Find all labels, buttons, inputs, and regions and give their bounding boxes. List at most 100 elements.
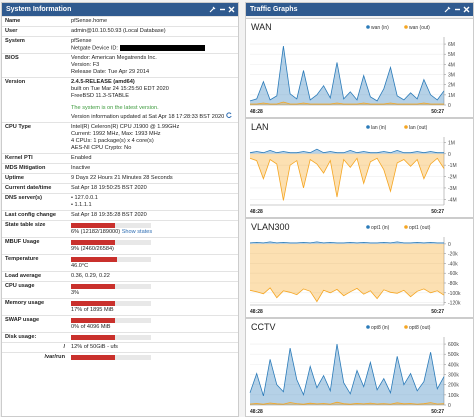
row-value: 0.36, 0.29, 0.22 <box>68 271 238 282</box>
row-value: Version: F3 <box>71 62 100 69</box>
row-value: AES-NI CPU Crypto: No <box>71 145 132 152</box>
info-table: Name pfSense.home User admin@10.10.50.93 (… <box>2 16 238 363</box>
y-tick-label: 600k <box>448 342 459 348</box>
x-tick-label: 50:27 <box>431 309 444 315</box>
row-label: MDS Mitigation <box>2 163 68 174</box>
traffic-graph: CCTV opt8 (in) opt8 (out) 0 100k 200k 300k 400k… <box>249 322 459 415</box>
y-tick-label: 500k <box>448 352 459 358</box>
row-label: CPU Type <box>2 122 68 154</box>
legend-label: wan (in) <box>371 25 389 31</box>
y-tick-label: -60k <box>448 271 458 277</box>
progress-bar <box>71 318 151 324</box>
legend-label: opt8 (out) <box>409 325 431 331</box>
legend-dot <box>366 125 370 129</box>
row-label: Version <box>2 77 68 123</box>
row-value: pfSense <box>71 38 92 44</box>
y-tick-label: 0 <box>448 403 451 409</box>
row-value: Enabled <box>68 153 238 164</box>
legend-dot <box>404 25 408 29</box>
row-value: 12% of 50GiB - ufs <box>68 342 238 353</box>
y-tick-label: 0 <box>448 103 451 109</box>
show-states-link[interactable]: Show states <box>121 229 153 236</box>
legend-dot <box>366 225 370 229</box>
refresh-icon[interactable] <box>226 112 232 119</box>
y-tick-label: 1M <box>448 93 455 99</box>
row-label: Last config change <box>2 210 68 221</box>
legend-label: opt1 (in) <box>371 225 390 231</box>
panel-controls[interactable] <box>209 6 235 13</box>
y-tick-label: -4M <box>448 197 457 203</box>
series-line <box>249 148 444 154</box>
traffic-graph: LAN lan (in) lan (out) 1M 0 -1M -2M -3M -4M 48:28… <box>249 122 457 215</box>
row-label: Load average <box>2 271 68 282</box>
row-value: Intel(R) Celeron(R) CPU J1900 @ 1.99GHz <box>71 124 180 131</box>
series-line <box>249 401 445 405</box>
y-tick-label: -2M <box>448 175 457 181</box>
graph-title: VLAN300 <box>251 222 290 232</box>
graph-title: WAN <box>251 22 272 32</box>
x-tick-label: 48:28 <box>250 309 263 315</box>
panel-title: System Information <box>6 6 72 13</box>
row-label: Kernel PTI <box>2 153 68 164</box>
graph-title: LAN <box>251 122 269 132</box>
row-value: 1.1.1.1 <box>74 202 92 209</box>
y-tick-label: -80k <box>448 281 458 287</box>
series-line <box>249 287 445 303</box>
row-value: Sat Apr 18 19:50:25 BST 2020 <box>68 183 238 194</box>
y-tick-label: -40k <box>448 261 458 267</box>
row-label: Memory usage <box>2 298 68 316</box>
series-area <box>250 102 444 105</box>
row-value: 0% of 4096 MiB <box>71 324 111 331</box>
row-value: 127.0.0.1 <box>74 195 98 202</box>
legend-dot <box>404 125 408 129</box>
y-tick-label: 2M <box>448 83 455 89</box>
progress-bar <box>71 284 151 290</box>
y-tick-label: -1M <box>448 163 457 169</box>
row-label: Name <box>2 16 68 27</box>
row-value: built on Tue Mar 24 15:25:50 EDT 2020 <box>71 86 169 93</box>
series-area <box>250 344 444 405</box>
series-line <box>249 46 445 102</box>
y-tick-label: 1M <box>448 140 455 146</box>
progress-bar <box>71 355 151 361</box>
y-tick-label: 5M <box>448 52 455 58</box>
row-label: /var/run <box>2 352 68 363</box>
y-tick-label: 6M <box>448 42 455 48</box>
row-label: SWAP usage <box>2 315 68 333</box>
graph-box: LAN lan (in) lan (out) 1M 0 -1M -2M -3M -4M 48:28… <box>246 118 473 218</box>
y-tick-label: 200k <box>448 383 459 389</box>
row-label: Temperature <box>2 254 68 272</box>
row-label: Disk usage: <box>2 332 68 343</box>
progress-bar <box>71 335 151 341</box>
row-value: 17% of 1895 MiB <box>71 307 114 314</box>
legend-dot <box>404 325 408 329</box>
legend-label: lan (in) <box>371 125 387 131</box>
row-value: pfSense.home <box>68 16 238 27</box>
graph-title: CCTV <box>251 322 276 332</box>
traffic-graphs-panel: Traffic Graphs WAN wan (in) wan (out) 0 1M 2M… <box>245 2 474 417</box>
traffic-graph: WAN wan (in) wan (out) 0 1M 2M 3M 4M 5M 6M 48:28 50… <box>249 22 455 115</box>
x-tick-label: 50:27 <box>431 409 444 415</box>
panel-controls[interactable] <box>444 6 470 13</box>
y-tick-label: -100k <box>448 291 461 297</box>
row-value: 2.4.5-RELEASE (amd64) <box>71 79 135 86</box>
row-value: 46.0°C <box>71 263 89 270</box>
panel-header: System Information <box>2 3 238 16</box>
series-area <box>250 402 444 405</box>
panel-title: Traffic Graphs <box>250 6 298 13</box>
series-line <box>250 101 444 105</box>
row-value: Vendor: American Megatrends Inc. <box>71 55 157 62</box>
row-value: 9% (2460/26584) <box>71 246 114 253</box>
x-tick-label: 50:27 <box>431 109 444 115</box>
y-tick-label: -20k <box>448 252 458 258</box>
y-tick-label: 0 <box>448 242 451 248</box>
row-value: 6% (12182/189000) <box>71 229 121 236</box>
x-tick-label: 48:28 <box>250 409 263 415</box>
series-line <box>249 344 445 397</box>
y-tick-label: 3M <box>448 73 455 79</box>
row-label: / <box>2 342 68 353</box>
legend-dot <box>366 325 370 329</box>
legend-label: opt8 (in) <box>371 325 390 331</box>
y-tick-label: 300k <box>448 373 459 379</box>
row-value: 4 CPUs: 1 package(s) x 4 core(s) <box>71 138 154 145</box>
